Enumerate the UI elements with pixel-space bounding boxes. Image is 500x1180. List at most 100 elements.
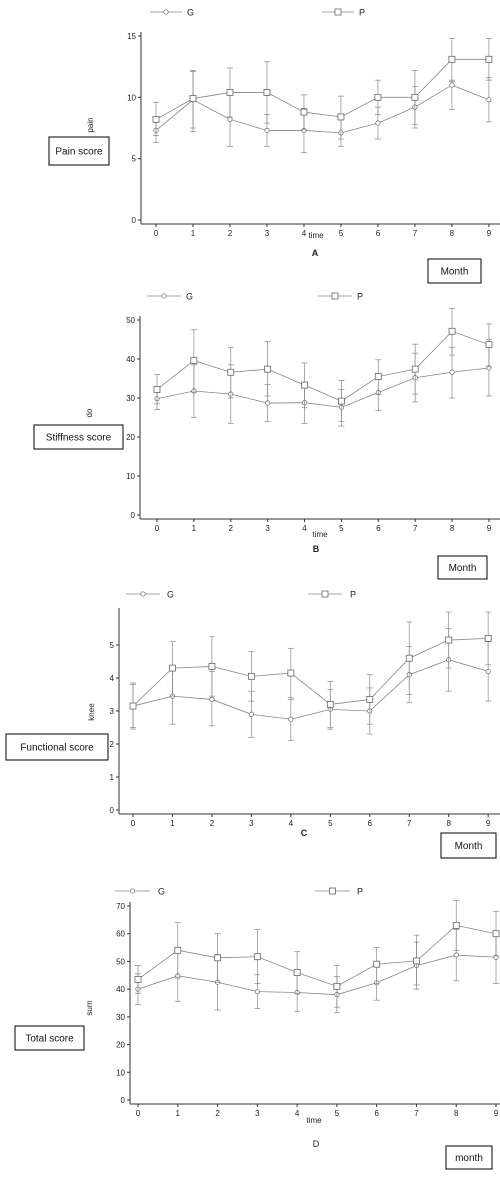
x-axis-label: time	[306, 1116, 322, 1125]
series-p	[129, 611, 492, 728]
x-axis-label: time	[312, 530, 328, 539]
y-tick-label: 40	[116, 985, 125, 994]
data-point-p	[189, 95, 197, 102]
score-label-box	[14, 1025, 85, 1051]
legend-marker-p	[321, 590, 329, 598]
data-point-p	[405, 654, 413, 662]
series-g	[153, 71, 492, 153]
score-label: Total score	[25, 1034, 74, 1045]
data-point-p	[485, 55, 493, 63]
data-point-p	[373, 960, 381, 968]
series-p	[153, 307, 493, 422]
y-tick-label: 0	[121, 1096, 126, 1105]
x-tick-label: 9	[487, 229, 492, 238]
y-tick-label: 20	[116, 1041, 125, 1050]
series-p	[152, 38, 493, 140]
data-point-p	[326, 701, 334, 708]
series-g	[154, 339, 492, 427]
data-point-p	[492, 930, 500, 938]
score-label: Functional score	[20, 743, 94, 754]
y-tick-label: 2	[110, 740, 115, 749]
legend-marker-p	[334, 8, 342, 16]
data-point-g	[209, 696, 215, 703]
data-point-p	[484, 635, 492, 642]
x-tick-label: 3	[265, 229, 270, 238]
data-point-p	[448, 55, 456, 63]
x-tick-label: 4	[289, 819, 294, 828]
data-point-p	[337, 113, 345, 121]
legend-label-g: G	[186, 292, 193, 302]
x-tick-label: 7	[407, 819, 412, 828]
data-point-p	[300, 108, 308, 116]
legend-label-p: P	[350, 590, 356, 600]
x-tick-label: 9	[486, 819, 491, 828]
legend-label-g: G	[167, 590, 174, 600]
x-tick-label: 7	[413, 524, 418, 533]
x-tick-label: 4	[302, 229, 307, 238]
y-tick-label: 10	[127, 93, 136, 102]
x-tick-label: 8	[454, 1109, 459, 1118]
data-point-p	[226, 89, 234, 96]
y-tick-label: 10	[116, 1068, 125, 1077]
x-tick-label: 9	[494, 1109, 499, 1118]
y-tick-label: 5	[132, 155, 137, 164]
unit-label-box	[437, 555, 488, 580]
unit-label: Month	[449, 563, 477, 574]
legend-marker-g	[161, 293, 167, 299]
x-tick-label: 8	[446, 819, 451, 828]
series-line-p	[132, 638, 489, 707]
x-tick-label: 7	[414, 1109, 419, 1118]
data-point-p	[153, 386, 161, 393]
data-point-p	[227, 368, 235, 376]
x-tick-label: 0	[154, 229, 159, 238]
x-tick-label: 8	[450, 524, 455, 533]
data-point-p	[152, 116, 160, 123]
series-p	[134, 900, 500, 1008]
panel-letter: C	[301, 828, 308, 838]
x-tick-label: 6	[376, 229, 381, 238]
legend-label-p: P	[357, 887, 363, 897]
data-point-g	[264, 127, 270, 134]
data-point-p	[338, 397, 345, 405]
legend-marker-p	[329, 887, 336, 895]
y-tick-label: 0	[131, 511, 136, 520]
data-point-p	[452, 922, 460, 929]
data-point-p	[129, 702, 137, 710]
data-point-g	[288, 716, 294, 722]
y-tick-label: 40	[126, 355, 135, 364]
y-tick-label: 10	[126, 472, 135, 481]
data-point-p	[366, 696, 374, 703]
y-tick-label: 1	[110, 773, 115, 782]
legend-label-g: G	[158, 887, 165, 897]
data-point-p	[301, 381, 308, 389]
unit-label: Month	[441, 267, 469, 278]
data-point-g	[227, 116, 233, 122]
y-tick-label: 3	[110, 707, 115, 716]
x-tick-label: 5	[328, 819, 333, 828]
data-point-p	[134, 976, 142, 983]
x-axis-label: time	[308, 231, 324, 240]
score-label-box	[48, 136, 110, 166]
score-label-box	[33, 424, 124, 450]
series-line-g	[137, 954, 497, 996]
data-point-g	[265, 400, 271, 406]
unit-label-box	[427, 258, 482, 284]
y-tick-label: 70	[116, 902, 125, 911]
data-point-p	[190, 357, 198, 364]
legend-marker-p	[331, 292, 339, 300]
data-point-g	[248, 711, 254, 717]
series-g	[135, 929, 500, 1014]
data-point-p	[413, 957, 420, 965]
data-point-p	[253, 953, 261, 961]
legend-marker-g	[140, 591, 146, 597]
data-point-p	[485, 341, 493, 348]
data-point-p	[169, 664, 176, 672]
x-tick-label: 3	[265, 524, 270, 533]
y-tick-label: 50	[126, 316, 135, 325]
y-tick-label: 0	[132, 216, 137, 225]
data-point-p	[448, 327, 456, 335]
